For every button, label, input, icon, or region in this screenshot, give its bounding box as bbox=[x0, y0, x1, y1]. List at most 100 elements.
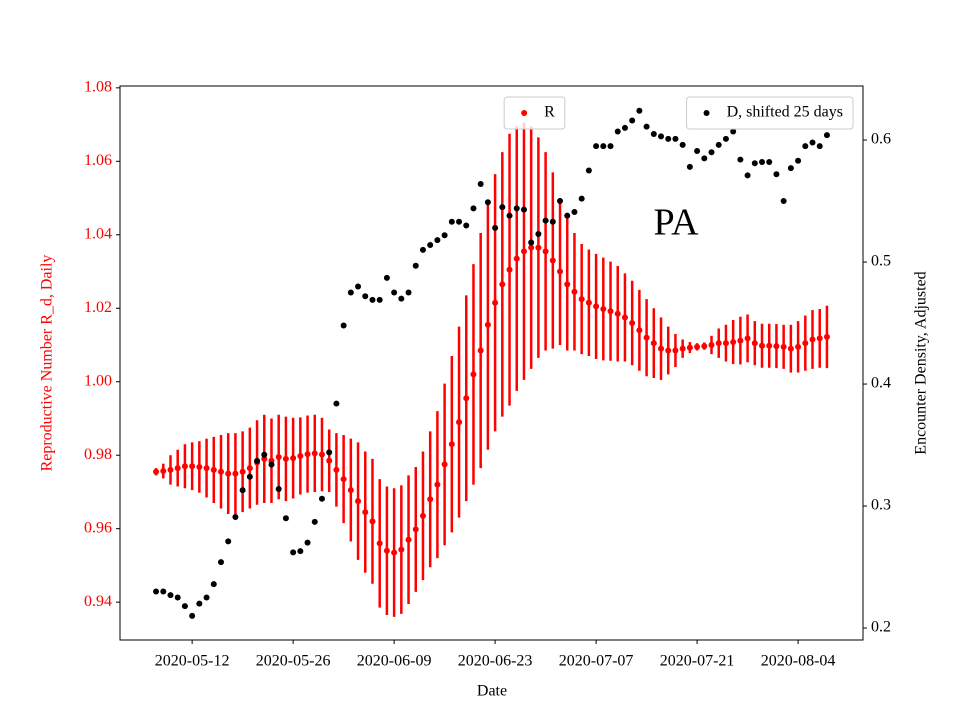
data-point bbox=[181, 463, 188, 470]
data-point bbox=[621, 124, 628, 131]
data-point bbox=[809, 139, 816, 146]
y-tick-label: 1.02 bbox=[84, 299, 112, 316]
data-point bbox=[787, 165, 794, 172]
data-point bbox=[217, 559, 224, 566]
data-point bbox=[780, 343, 787, 350]
data-point bbox=[347, 289, 354, 296]
data-point bbox=[362, 293, 369, 300]
y2-tick-label: 0.3 bbox=[871, 497, 891, 514]
data-point bbox=[232, 514, 239, 521]
data-point bbox=[557, 198, 564, 205]
data-point bbox=[463, 395, 470, 402]
data-point bbox=[448, 441, 455, 448]
data-point bbox=[470, 371, 477, 378]
data-point bbox=[672, 347, 679, 354]
data-point bbox=[383, 274, 390, 281]
data-point bbox=[290, 455, 297, 462]
data-point bbox=[780, 198, 787, 205]
data-point bbox=[246, 473, 253, 480]
data-point bbox=[823, 333, 830, 340]
data-point bbox=[600, 305, 607, 312]
data-point bbox=[722, 135, 729, 142]
data-point bbox=[730, 339, 737, 346]
data-point bbox=[232, 470, 239, 477]
data-point bbox=[434, 237, 441, 244]
data-point bbox=[823, 132, 830, 139]
data-point bbox=[679, 141, 686, 148]
data-point bbox=[650, 340, 657, 347]
data-point bbox=[239, 487, 246, 494]
data-point bbox=[773, 343, 780, 350]
data-point bbox=[513, 255, 520, 262]
data-point bbox=[268, 461, 275, 468]
data-point bbox=[578, 296, 585, 303]
data-point bbox=[722, 340, 729, 347]
data-point bbox=[196, 463, 203, 470]
legend-label: D, shifted 25 days bbox=[727, 104, 843, 121]
data-point bbox=[160, 588, 167, 595]
data-point bbox=[766, 159, 773, 166]
x-tick-label: 2020-06-09 bbox=[357, 653, 432, 670]
data-point bbox=[766, 342, 773, 349]
x-tick-label: 2020-07-07 bbox=[559, 653, 634, 670]
y-tick-label: 0.94 bbox=[84, 593, 112, 610]
data-point bbox=[203, 465, 210, 472]
data-point bbox=[679, 345, 686, 352]
data-point bbox=[484, 321, 491, 328]
x-tick-label: 2020-05-12 bbox=[155, 653, 230, 670]
y2-tick-label: 0.5 bbox=[871, 253, 891, 270]
data-point bbox=[672, 135, 679, 142]
x-tick-label: 2020-07-21 bbox=[660, 653, 735, 670]
data-point bbox=[470, 205, 477, 212]
data-point bbox=[210, 581, 217, 588]
data-point bbox=[181, 603, 188, 610]
data-point bbox=[441, 461, 448, 468]
data-point bbox=[542, 217, 549, 224]
data-point bbox=[290, 549, 297, 556]
y-tick-label: 1.06 bbox=[84, 152, 112, 169]
data-point bbox=[398, 295, 405, 302]
data-point bbox=[629, 117, 636, 124]
data-point bbox=[441, 232, 448, 239]
data-point bbox=[225, 470, 232, 477]
data-point bbox=[304, 451, 311, 458]
data-point bbox=[744, 335, 751, 342]
data-point bbox=[333, 400, 340, 407]
data-point bbox=[355, 498, 362, 505]
data-point bbox=[318, 451, 325, 458]
x-tick-label: 2020-08-04 bbox=[761, 653, 836, 670]
data-point bbox=[506, 266, 513, 273]
data-point bbox=[189, 463, 196, 470]
data-point bbox=[203, 594, 210, 601]
data-point bbox=[621, 314, 628, 321]
legend-label: R bbox=[544, 104, 555, 121]
data-point bbox=[593, 303, 600, 310]
legend-marker bbox=[521, 110, 528, 116]
data-point bbox=[419, 246, 426, 253]
y2-tick-label: 0.6 bbox=[871, 131, 891, 148]
data-point bbox=[167, 466, 174, 473]
data-point bbox=[744, 172, 751, 179]
legend-marker bbox=[703, 110, 710, 116]
data-point bbox=[701, 343, 708, 350]
data-point bbox=[383, 547, 390, 554]
data-point bbox=[311, 450, 318, 457]
data-point bbox=[715, 141, 722, 148]
data-point bbox=[701, 155, 708, 162]
data-point bbox=[549, 257, 556, 264]
data-point bbox=[751, 340, 758, 347]
data-point bbox=[585, 299, 592, 306]
data-point bbox=[629, 319, 636, 326]
data-point bbox=[282, 455, 289, 462]
data-point bbox=[160, 468, 167, 475]
data-point bbox=[542, 248, 549, 255]
data-point bbox=[600, 143, 607, 150]
data-point bbox=[809, 336, 816, 343]
data-point bbox=[528, 239, 535, 246]
data-point bbox=[391, 549, 398, 556]
y-tick-label: 1.08 bbox=[84, 79, 112, 96]
data-point bbox=[326, 457, 333, 464]
data-point bbox=[153, 468, 160, 475]
data-point bbox=[412, 262, 419, 269]
data-point bbox=[506, 212, 513, 219]
